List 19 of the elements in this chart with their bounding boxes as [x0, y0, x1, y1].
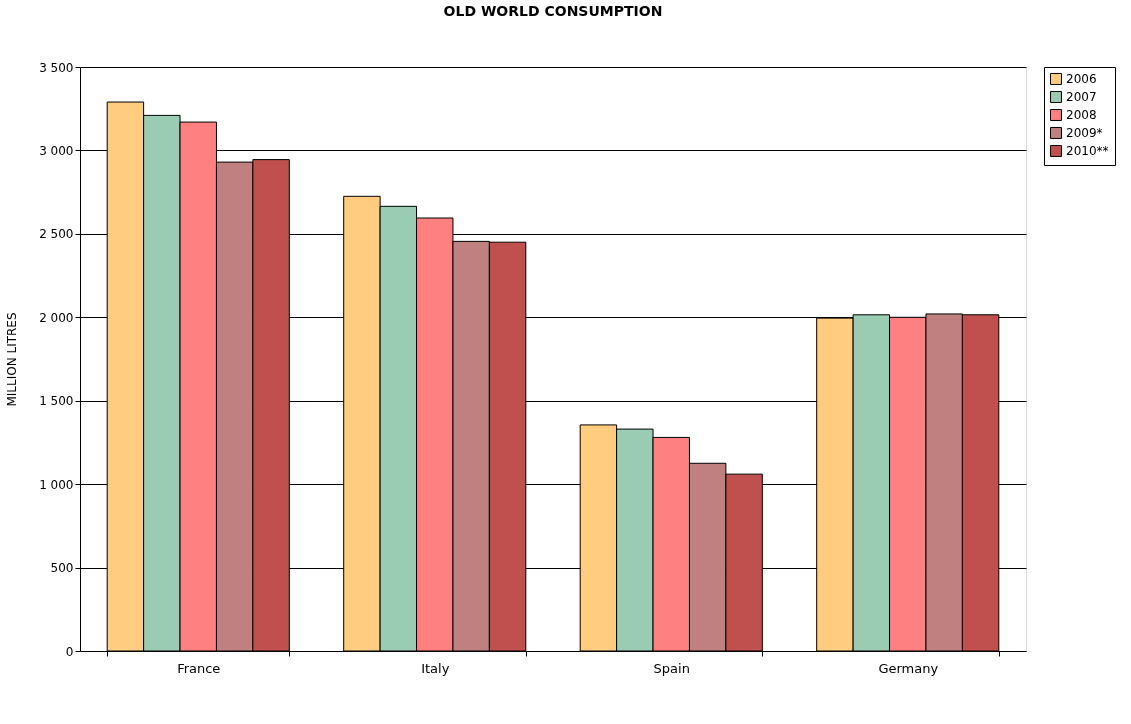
y-tick-label: 3 000: [39, 143, 74, 158]
y-axis-title: MILLION LITRES: [5, 312, 20, 407]
legend-label: 2006: [1066, 72, 1097, 86]
x-tick-label: Germany: [878, 660, 939, 676]
x-tick-label: Italy: [421, 660, 450, 676]
legend-label: 2008: [1066, 108, 1097, 122]
x-tick-label: Spain: [653, 660, 690, 676]
legend-label: 2009*: [1066, 126, 1103, 140]
y-tick-label: 3 500: [39, 60, 74, 75]
y-tick-label: 1 500: [39, 394, 74, 409]
legend-label: 2007: [1066, 90, 1097, 104]
x-tick-label: France: [177, 660, 221, 676]
y-tick-label: 2 000: [39, 310, 74, 325]
y-tick-label: 0: [65, 644, 74, 659]
y-tick-label: 500: [50, 561, 74, 576]
chart-title: OLD WORLD CONSUMPTION: [443, 3, 663, 19]
y-tick-label: 2 500: [39, 227, 74, 242]
legend-label: 2010**: [1066, 144, 1109, 158]
y-tick-label: 1 000: [39, 477, 74, 492]
